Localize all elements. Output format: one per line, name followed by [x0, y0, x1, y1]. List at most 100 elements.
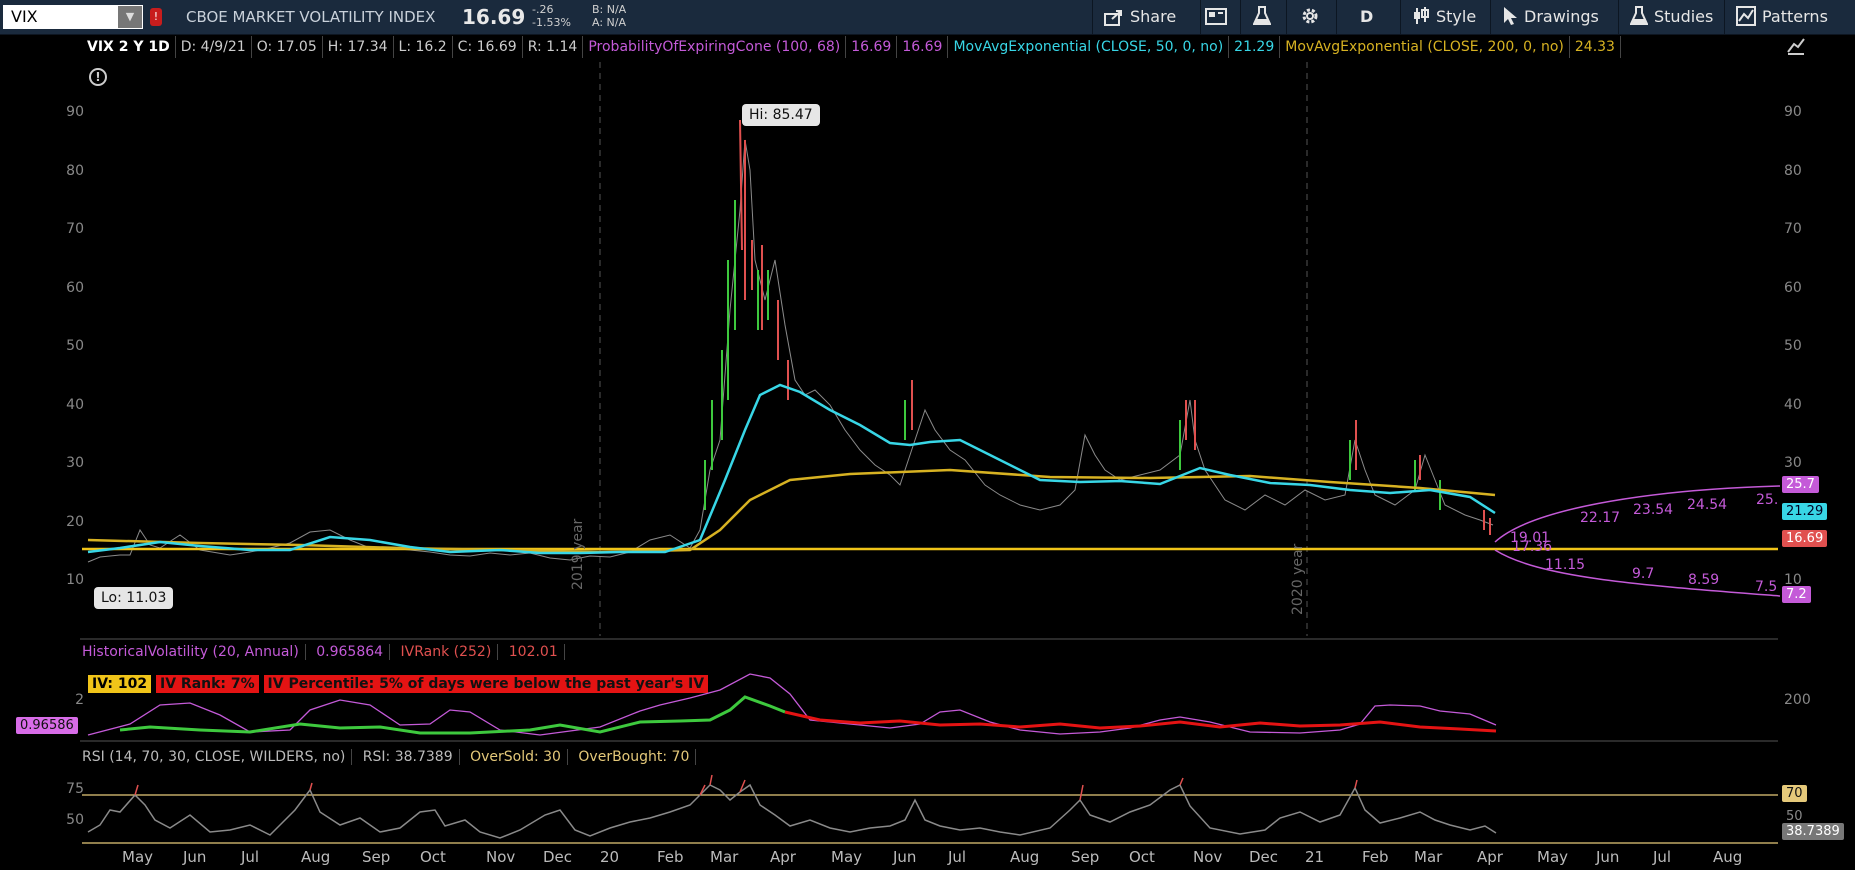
cone-mid-label: 19.01	[1510, 530, 1551, 546]
axis-label: 60	[1784, 280, 1802, 296]
ivrank-value: 102.01	[502, 644, 565, 660]
hv-axis-label: 2	[75, 692, 84, 708]
axis-label: 40	[66, 397, 84, 413]
cone-lower-label: 8.59	[1688, 572, 1720, 588]
rsi-50-tag: 50	[1786, 809, 1803, 824]
cone-study-label[interactable]: ProbabilityOfExpiringCone (100, 68)	[583, 36, 847, 58]
chart-settings-icon[interactable]	[1786, 36, 1806, 56]
axis-label: 10	[1784, 572, 1802, 588]
alert-flag-icon[interactable]: !	[150, 8, 162, 26]
price-chart[interactable]	[0, 58, 1855, 638]
cone-mid-label: 17.36	[1512, 539, 1553, 555]
study-legend-bar: VIX 2 Y 1D D: 4/9/21 O: 17.05 H: 17.34 L: 16…	[82, 36, 1621, 58]
ema200-value: 24.33	[1570, 36, 1621, 58]
hv-line	[87, 673, 1497, 736]
last-price-tag: 16.69	[1782, 530, 1828, 547]
candle-style-icon	[1414, 7, 1429, 24]
patterns-button[interactable]: Patterns	[1736, 6, 1828, 28]
month-label: Aug	[1713, 848, 1743, 866]
month-label: Sep	[362, 848, 391, 866]
axis-label: 70	[1784, 221, 1802, 237]
hv-legend: HistoricalVolatility (20, Annual) 0.9658…	[82, 644, 565, 660]
hv-value: 0.965864	[310, 644, 391, 660]
axis-label: 80	[1784, 163, 1802, 179]
bar-open: O: 17.05	[252, 36, 323, 58]
ivrank-study-label[interactable]: IVRank (252)	[394, 644, 499, 660]
month-label: Jul	[948, 848, 967, 866]
share-icon	[1104, 10, 1122, 26]
patterns-label: Patterns	[1762, 7, 1828, 26]
probability-cone-lower	[1494, 549, 1781, 597]
flask-icon	[1252, 6, 1272, 25]
settings-button[interactable]	[1300, 6, 1326, 28]
cone-lower-label: 7.5	[1755, 579, 1778, 595]
month-label: Dec	[543, 848, 573, 866]
flexible-grid-button[interactable]	[1205, 6, 1233, 28]
last-price: 16.69	[462, 5, 526, 29]
ask-value: A: N/A	[592, 16, 626, 29]
net-change: -.26	[532, 3, 554, 16]
month-label: Feb	[657, 848, 684, 866]
hv-chart[interactable]	[0, 670, 1855, 740]
bid-value: B: N/A	[592, 3, 627, 16]
style-button[interactable]: Style	[1412, 6, 1476, 28]
drawings-label: Drawings	[1524, 7, 1599, 26]
month-label: Mar	[1414, 848, 1443, 866]
ema200-study-label[interactable]: MovAvgExponential (CLOSE, 200, 0, no)	[1280, 36, 1570, 58]
month-label: May	[1537, 848, 1569, 866]
panel-divider[interactable]	[80, 638, 1778, 640]
iv-line-red	[784, 710, 1497, 733]
month-label: Nov	[486, 848, 516, 866]
axis-label: 20	[66, 514, 84, 530]
cone-upper-label: 23.54	[1633, 502, 1674, 518]
bar-low: L: 16.2	[394, 36, 453, 58]
ema50-line	[87, 383, 1496, 555]
axis-label: 50	[66, 338, 84, 354]
month-label: Feb	[1362, 848, 1389, 866]
candles-trace-red	[739, 119, 1491, 535]
month-label: Jul	[241, 848, 260, 866]
style-label: Style	[1436, 7, 1477, 26]
month-label: Apr	[1477, 848, 1503, 866]
studies-lab-button[interactable]	[1252, 6, 1277, 28]
drawings-button[interactable]: Drawings	[1502, 6, 1599, 28]
month-label: Sep	[1071, 848, 1100, 866]
overbought-tag: 70	[1782, 785, 1807, 802]
iv-percentile-badge: IV Percentile: 5% of days were below the…	[263, 675, 709, 693]
axis-label: 90	[66, 104, 84, 120]
cone-lower-label: 11.15	[1545, 557, 1586, 573]
hv-study-label[interactable]: HistoricalVolatility (20, Annual)	[82, 644, 306, 660]
aggregation-button[interactable]: D	[1360, 7, 1374, 26]
cone-upper-label: 25.	[1756, 492, 1779, 508]
iv-line-green	[119, 695, 786, 735]
rsi-value-tag: 38.7389	[1782, 823, 1844, 840]
ema50-study-label[interactable]: MovAvgExponential (CLOSE, 50, 0, no)	[948, 36, 1230, 58]
cone-lower-tag: 7.2	[1782, 586, 1811, 603]
panel-divider[interactable]	[80, 740, 1778, 742]
studies-button[interactable]: Studies	[1629, 6, 1714, 28]
axis-label: 60	[66, 280, 84, 296]
cone-value-1: 16.69	[846, 36, 898, 58]
month-label: Aug	[301, 848, 331, 866]
month-label: Jun	[183, 848, 207, 866]
cone-upper-label: 24.54	[1687, 497, 1728, 513]
cone-value-2: 16.69	[897, 36, 949, 58]
rsi-study-label[interactable]: RSI (14, 70, 30, CLOSE, WILDERS, no)	[82, 749, 353, 765]
cone-upper-label: 22.17	[1580, 510, 1621, 526]
symbol-dropdown-button[interactable]: ▼	[118, 6, 142, 28]
cone-lower-label: 9.7	[1632, 566, 1655, 582]
high-label: Hi: 85.47	[742, 104, 820, 126]
bar-high: H: 17.34	[323, 36, 394, 58]
month-label: Oct	[1129, 848, 1155, 866]
axis-label: 30	[66, 455, 84, 471]
percent-change: -1.53%	[532, 16, 571, 29]
rsi-chart[interactable]	[0, 772, 1855, 844]
probability-cone-upper	[1494, 485, 1781, 543]
share-button[interactable]: Share	[1104, 6, 1176, 28]
studies-label: Studies	[1654, 7, 1714, 26]
info-icon[interactable]: !	[89, 68, 107, 86]
month-label: May	[122, 848, 154, 866]
bar-range: R: 1.14	[523, 36, 584, 58]
month-label: Nov	[1193, 848, 1223, 866]
rsi-axis-label: 75	[66, 781, 84, 797]
